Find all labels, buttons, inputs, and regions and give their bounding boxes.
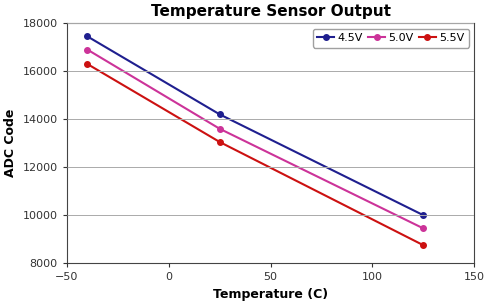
Y-axis label: ADC Code: ADC Code: [4, 109, 17, 178]
5.5V: [420, 243, 426, 247]
Line: 5.5V: 5.5V: [84, 61, 426, 248]
Legend: 4.5V, 5.0V, 5.5V: 4.5V, 5.0V, 5.5V: [312, 29, 468, 48]
5.0V: [84, 48, 90, 51]
4.5V: [420, 214, 426, 217]
Line: 5.0V: 5.0V: [84, 47, 426, 231]
5.5V: [84, 62, 90, 66]
4.5V: [84, 34, 90, 38]
4.5V: [216, 113, 222, 116]
X-axis label: Temperature (C): Temperature (C): [213, 288, 327, 301]
5.0V: [420, 227, 426, 230]
Title: Temperature Sensor Output: Temperature Sensor Output: [150, 4, 390, 19]
Line: 4.5V: 4.5V: [84, 34, 426, 218]
5.5V: [216, 140, 222, 144]
5.0V: [216, 127, 222, 131]
